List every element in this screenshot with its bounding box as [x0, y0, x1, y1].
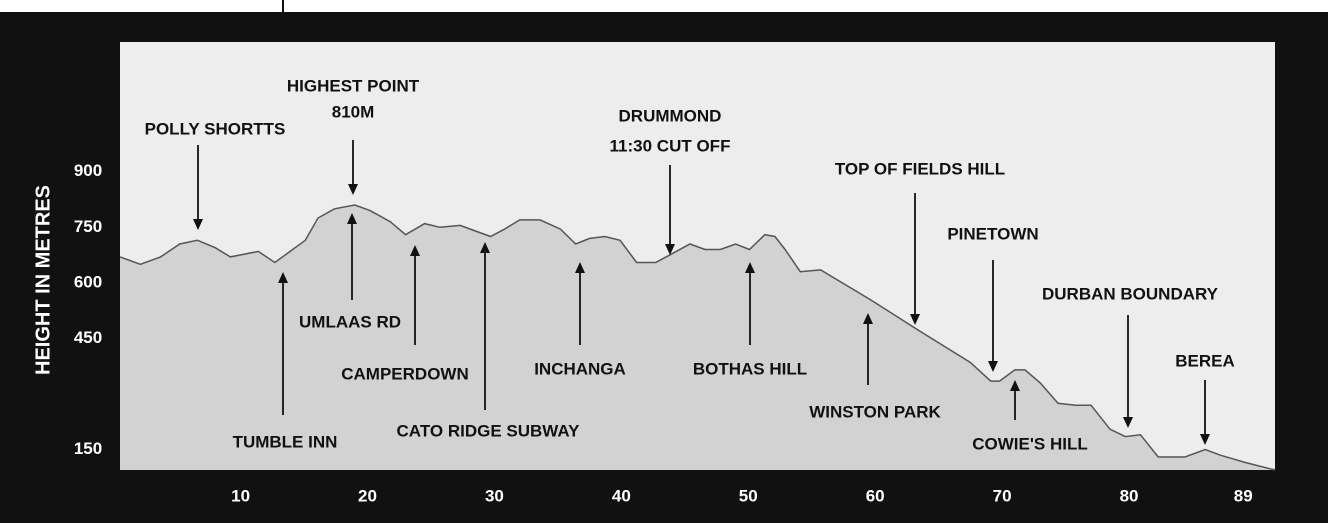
arrow-head — [278, 272, 288, 283]
y-tick-label: 900 — [74, 161, 102, 180]
annotation: HIGHEST POINT — [287, 76, 420, 95]
annotation: WINSTON PARK — [809, 402, 941, 421]
arrow-head — [910, 314, 920, 325]
arrow-head — [665, 244, 675, 255]
area — [120, 205, 1275, 470]
annotation: 11:30 CUT OFF — [610, 136, 731, 155]
arrow-head — [863, 313, 873, 324]
annotation: 810M — [332, 102, 375, 121]
y-axis-label: HEIGHT IN METRES — [32, 185, 54, 375]
arrow-head — [1010, 380, 1020, 391]
arrow-head — [988, 361, 998, 372]
arrow-head — [1123, 417, 1133, 428]
arrow-head — [745, 262, 755, 273]
annotation: PINETOWN — [947, 224, 1038, 243]
profile-line — [119, 204, 1276, 471]
y-tick-label: 450 — [74, 328, 102, 347]
arrow-head — [193, 219, 203, 230]
annotation: DURBAN BOUNDARY — [1042, 284, 1219, 303]
x-tick-label: 10 — [231, 486, 250, 505]
arrow-head — [480, 242, 490, 253]
arrow-head — [348, 184, 358, 195]
x-tick-label: 40 — [612, 486, 631, 505]
annotation: CAMPERDOWN — [341, 364, 469, 383]
arrow-head — [347, 213, 357, 224]
annotation: UMLAAS RD — [299, 312, 401, 331]
y-tick-label: 150 — [74, 439, 102, 458]
arrow-head — [410, 245, 420, 256]
annotation: DRUMMOND — [619, 106, 722, 125]
annotation: CATO RIDGE SUBWAY — [397, 421, 581, 440]
annotation: TUMBLE INN — [233, 432, 338, 451]
arrow-head — [1200, 434, 1210, 445]
y-tick-label: 600 — [74, 272, 102, 291]
x-tick-label: 50 — [739, 486, 758, 505]
x-tick-label: 20 — [358, 486, 377, 505]
annotation: POLLY SHORTTS — [145, 119, 286, 138]
y-tick-label: 750 — [74, 217, 102, 236]
annotation: COWIE'S HILL — [972, 434, 1087, 453]
x-tick-label: 60 — [866, 486, 885, 505]
annotation: INCHANGA — [534, 359, 626, 378]
annotation: BEREA — [1175, 351, 1235, 370]
annotation: BOTHAS HILL — [693, 359, 807, 378]
arrow-head — [575, 262, 585, 273]
x-tick-label: 70 — [993, 486, 1012, 505]
x-tick-label: 89 — [1234, 486, 1253, 505]
annotation: TOP OF FIELDS HILL — [835, 159, 1005, 178]
x-tick-label: 80 — [1120, 486, 1139, 505]
x-tick-label: 30 — [485, 486, 504, 505]
